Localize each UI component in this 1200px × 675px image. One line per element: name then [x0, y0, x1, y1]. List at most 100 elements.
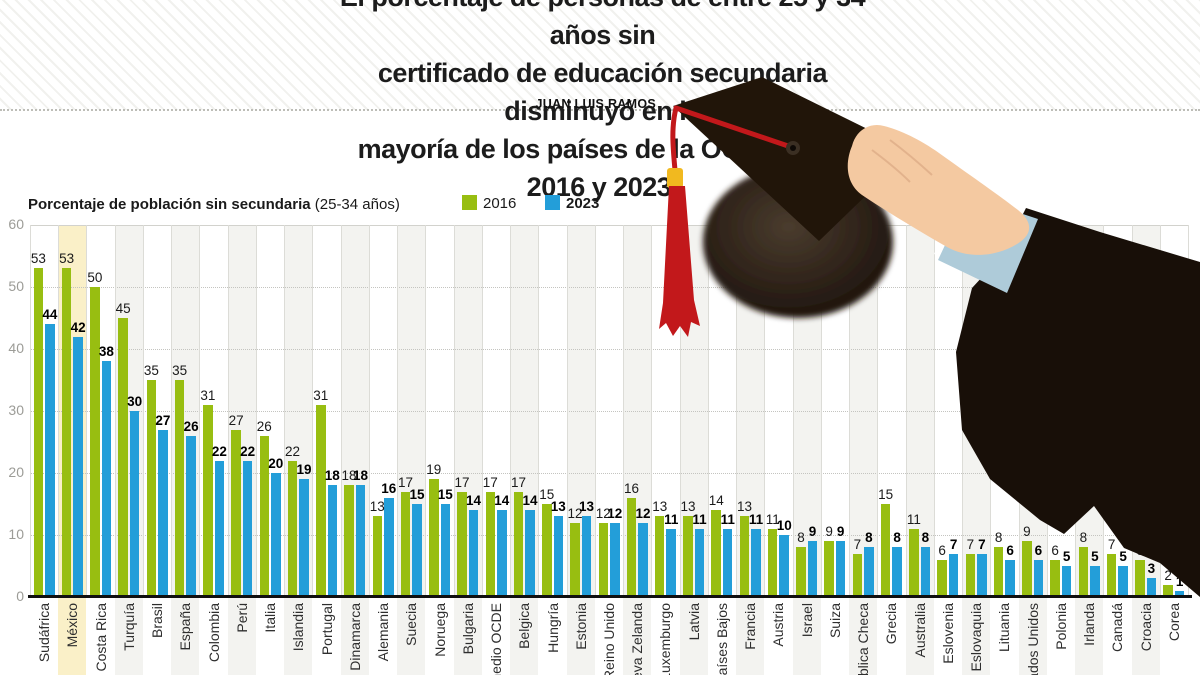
- country-label: Eslovenia: [939, 603, 956, 664]
- column-separator: [284, 225, 286, 597]
- column-separator: [171, 225, 173, 597]
- bar-2023: [779, 535, 789, 597]
- country-label: Alemania: [375, 603, 392, 662]
- country-column: [368, 225, 398, 675]
- country-column: [905, 225, 934, 675]
- legend-label-2016: 2016: [483, 195, 517, 212]
- value-label-2023: 11: [720, 511, 735, 527]
- bar-2016: [146, 380, 157, 597]
- bar-2016: [203, 404, 213, 597]
- country-label: Perú: [233, 603, 250, 633]
- value-label-2016: 9: [1023, 524, 1031, 540]
- country-column: [594, 225, 624, 675]
- bar-2023: [751, 528, 761, 597]
- column-separator: [1046, 225, 1048, 597]
- bar-2016: [344, 485, 354, 597]
- country-label: Islandia: [290, 603, 307, 652]
- value-label-2016: 27: [228, 412, 244, 428]
- value-label-2023: 18: [324, 468, 340, 484]
- header-divider: [0, 109, 1200, 111]
- column-separator: [538, 225, 540, 597]
- column-separator: [707, 225, 709, 597]
- country-label: Corea: [1165, 603, 1182, 642]
- bar-2023: [440, 504, 451, 597]
- chart-title-bold: Porcentaje de población sin secundaria: [28, 196, 311, 213]
- bar-2016: [174, 380, 185, 597]
- gridline: [30, 225, 1188, 226]
- country-label: Latvia: [685, 603, 702, 641]
- country-label: México: [64, 603, 81, 648]
- country-label: Costa Rica: [92, 603, 109, 672]
- value-label-2023: 15: [437, 487, 453, 502]
- value-label-2016: 15: [539, 487, 555, 502]
- bar-2016: [937, 559, 947, 597]
- value-label-2023: 20: [268, 456, 284, 471]
- bar-2023: [242, 460, 253, 597]
- value-label-2016: 35: [172, 363, 188, 378]
- gridline: [30, 349, 1188, 350]
- bar-2016: [372, 516, 383, 597]
- legend-swatch-2016: [462, 195, 477, 210]
- value-label-2023: 7: [949, 536, 958, 552]
- value-label-2016: 14: [708, 493, 724, 509]
- value-label-2016: 26: [256, 418, 272, 434]
- country-label: Grecia: [883, 603, 900, 645]
- bar-2023: [525, 510, 535, 597]
- country-label: Belgica: [516, 603, 533, 649]
- value-label-2023: 8: [865, 530, 873, 546]
- bar-2016: [400, 491, 411, 597]
- gridline: [30, 411, 1188, 412]
- column-separator: [849, 225, 851, 597]
- country-label: Australia: [911, 603, 928, 658]
- legend-label-2023: 2023: [566, 195, 600, 212]
- bar-2016: [61, 268, 72, 597]
- y-axis-label: 0: [16, 588, 24, 604]
- value-label-2023: 19: [296, 462, 312, 478]
- bar-2023: [638, 522, 648, 597]
- bar-2023: [158, 429, 168, 597]
- value-label-2023: 14: [494, 493, 510, 509]
- value-label-2016: 13: [736, 499, 752, 515]
- value-label-2016: 17: [398, 474, 414, 490]
- bar-2016: [231, 429, 241, 597]
- bar-2023: [835, 541, 846, 597]
- bar-2023: [948, 553, 959, 597]
- value-label-2016: 53: [59, 251, 75, 267]
- bar-2023: [892, 547, 902, 597]
- legend-item-2016: 2016: [462, 195, 517, 212]
- country-label: Israel: [798, 603, 815, 638]
- y-axis-label: 30: [8, 402, 24, 418]
- bar-2016: [711, 510, 721, 597]
- value-label-2023: 42: [70, 319, 86, 335]
- country-label: Luxemburgo: [657, 603, 674, 675]
- country-label: Sudáfrica: [36, 603, 53, 663]
- bar-2016: [287, 460, 298, 597]
- value-label-2023: 14: [466, 493, 482, 509]
- bar-2023: [101, 361, 112, 597]
- value-label-2016: 13: [680, 499, 696, 515]
- country-column: [510, 225, 539, 675]
- bar-2023: [722, 528, 733, 597]
- header-band: [0, 0, 1200, 110]
- bar-2016: [513, 491, 524, 597]
- value-label-2023: 11: [692, 511, 707, 527]
- bar-2023: [864, 547, 874, 597]
- column-separator: [30, 225, 31, 597]
- value-label-2023: 15: [409, 487, 425, 502]
- country-label: Austria: [770, 603, 787, 647]
- bar-2023: [1090, 566, 1100, 597]
- bar-2023: [610, 522, 620, 597]
- country-label: Canadá: [1109, 603, 1126, 653]
- gridline: [30, 287, 1188, 288]
- value-label-2023: 1: [1175, 573, 1184, 589]
- value-label-2016: 11: [765, 511, 780, 527]
- value-label-2016: 9: [825, 524, 833, 540]
- chart-title: Porcentaje de población sin secundaria (…: [28, 196, 400, 213]
- bar-2016: [598, 522, 608, 597]
- column-separator: [651, 225, 653, 597]
- bar-2023: [694, 528, 705, 597]
- value-label-2016: 8: [797, 530, 805, 546]
- bar-2016: [739, 516, 750, 597]
- bar-2016: [767, 528, 778, 597]
- value-label-2023: 11: [664, 511, 679, 527]
